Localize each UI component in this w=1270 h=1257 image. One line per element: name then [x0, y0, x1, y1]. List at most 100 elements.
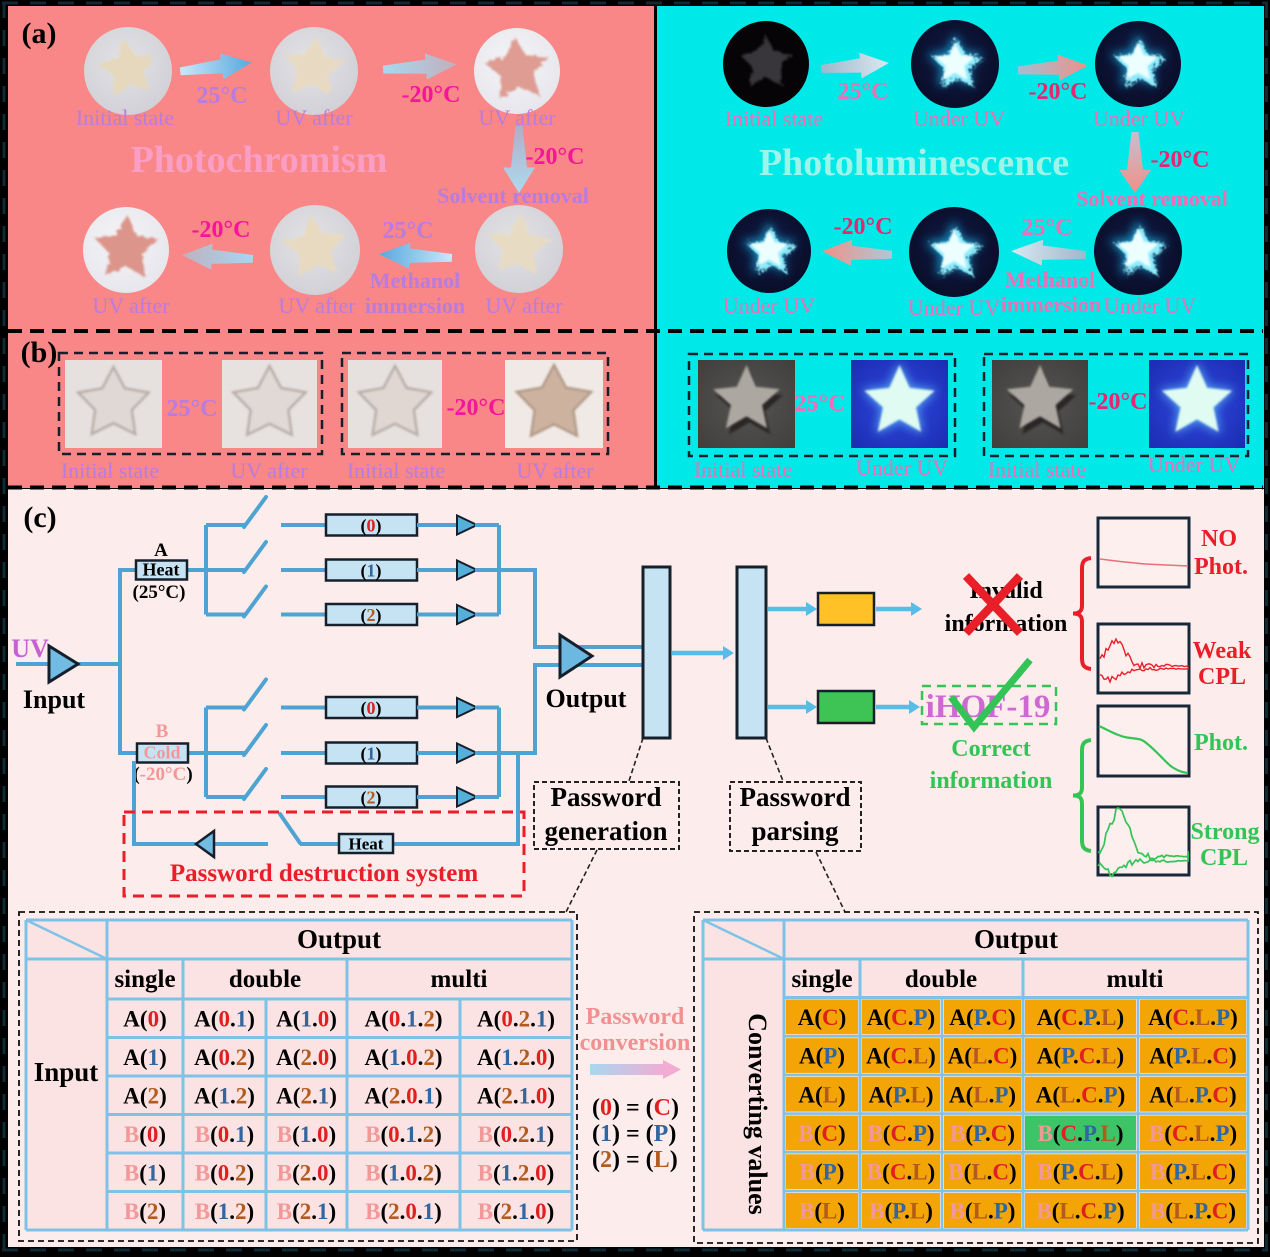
svg-text:A(L): A(L)	[798, 1082, 845, 1107]
svg-text:A(C.L): A(C.L)	[866, 1044, 936, 1069]
svg-text:(0): (0)	[361, 516, 382, 537]
svg-text:A(0.2.1): A(0.2.1)	[477, 1006, 555, 1031]
svg-text:A(P.L): A(P.L)	[868, 1082, 933, 1107]
svg-text:B(0.2.1): B(0.2.1)	[478, 1122, 555, 1147]
svg-text:(0): (0)	[361, 698, 382, 719]
svg-text:B(1.2.0): B(1.2.0)	[478, 1160, 555, 1185]
svg-text:B(2.0.1): B(2.0.1)	[365, 1199, 442, 1224]
svg-text:multi: multi	[431, 966, 488, 993]
svg-text:B(L): B(L)	[799, 1199, 845, 1224]
svg-text:Phot.: Phot.	[1194, 730, 1248, 756]
svg-text:-20°C: -20°C	[834, 214, 893, 240]
svg-text:UV after: UV after	[278, 293, 356, 318]
svg-text:Under UV: Under UV	[1093, 106, 1185, 131]
svg-text:Heat: Heat	[143, 560, 180, 580]
svg-text:A(L.P): A(L.P)	[949, 1082, 1016, 1107]
svg-text:(0) = (C): (0) = (C)	[592, 1095, 679, 1121]
svg-text:B(2.1.0): B(2.1.0)	[478, 1199, 555, 1224]
svg-text:Cold: Cold	[143, 743, 180, 763]
svg-text:parsing: parsing	[751, 816, 839, 846]
svg-text:-20°C: -20°C	[1089, 389, 1148, 415]
svg-text:A(C): A(C)	[798, 1005, 847, 1030]
svg-text:A(P.L.C): A(P.L.C)	[1149, 1044, 1236, 1069]
svg-text:A(C.L.P): A(C.L.P)	[1148, 1005, 1238, 1030]
svg-text:A(2.1): A(2.1)	[276, 1083, 337, 1108]
svg-text:Phot.: Phot.	[1194, 554, 1248, 580]
svg-text:UV after: UV after	[275, 105, 353, 130]
svg-text:A(C.P): A(C.P)	[867, 1005, 935, 1030]
svg-text:A(P): A(P)	[799, 1044, 845, 1069]
svg-text:B(L.C): B(L.C)	[948, 1160, 1016, 1185]
svg-text:UV after: UV after	[478, 105, 556, 130]
svg-text:B(C.L.P): B(C.L.P)	[1149, 1121, 1237, 1146]
svg-text:Password: Password	[550, 782, 661, 812]
svg-text:Under UV: Under UV	[856, 455, 948, 480]
svg-text:(b): (b)	[21, 336, 58, 369]
svg-text:B(0.1): B(0.1)	[195, 1122, 254, 1147]
svg-text:A(0.1.2): A(0.1.2)	[365, 1006, 443, 1031]
svg-text:25°C: 25°C	[838, 79, 889, 105]
svg-text:A(2): A(2)	[123, 1083, 166, 1108]
svg-text:Photoluminescence: Photoluminescence	[759, 142, 1069, 184]
svg-text:UV after: UV after	[485, 293, 563, 318]
svg-text:-20°C: -20°C	[447, 395, 506, 421]
svg-text:A(0): A(0)	[123, 1006, 166, 1031]
svg-text:-20°C: -20°C	[1029, 79, 1088, 105]
svg-text:CPL: CPL	[1198, 664, 1246, 690]
svg-text:(a): (a)	[22, 17, 57, 50]
svg-text:B(L.C.P): B(L.C.P)	[1036, 1199, 1124, 1224]
svg-text:A(P.C.L): A(P.C.L)	[1037, 1044, 1124, 1069]
svg-text:Output: Output	[297, 924, 381, 954]
svg-text:-20°C: -20°C	[192, 217, 251, 243]
svg-text:Output: Output	[974, 924, 1058, 954]
svg-text:B(L.P.C): B(L.P.C)	[1150, 1199, 1236, 1224]
svg-text:Heat: Heat	[349, 835, 384, 854]
svg-text:immersion: immersion	[1001, 292, 1101, 317]
svg-text:A(1.2): A(1.2)	[194, 1083, 255, 1108]
svg-text:Methanol: Methanol	[1005, 267, 1095, 292]
svg-text:A: A	[154, 540, 168, 561]
svg-text:UV after: UV after	[230, 458, 308, 483]
svg-text:double: double	[229, 966, 301, 993]
svg-text:Strong: Strong	[1191, 819, 1260, 845]
svg-text:B(P.L.C): B(P.L.C)	[1150, 1160, 1236, 1185]
svg-text:B(1.0.2): B(1.0.2)	[365, 1160, 442, 1185]
svg-text:A(L.C.P): A(L.C.P)	[1036, 1082, 1126, 1107]
svg-text:Input: Input	[34, 1057, 99, 1087]
svg-text:25°C: 25°C	[197, 83, 248, 109]
svg-text:Weak: Weak	[1193, 638, 1252, 664]
svg-text:B(C.P.L): B(C.P.L)	[1037, 1121, 1123, 1146]
svg-text:double: double	[905, 966, 977, 993]
svg-text:B(L.P): B(L.P)	[950, 1199, 1016, 1224]
svg-text:Initial state: Initial state	[76, 105, 174, 130]
svg-text:B(0.1.2): B(0.1.2)	[365, 1122, 442, 1147]
svg-text:Correct: Correct	[951, 736, 1031, 762]
svg-text:-20°C: -20°C	[402, 82, 461, 108]
svg-text:B(C): B(C)	[798, 1121, 845, 1146]
svg-text:generation: generation	[545, 816, 668, 846]
svg-text:A(C.P.L): A(C.P.L)	[1037, 1005, 1124, 1030]
svg-text:Under UV: Under UV	[913, 106, 1005, 131]
svg-text:B(P.C.L): B(P.C.L)	[1037, 1160, 1123, 1185]
svg-text:Password: Password	[586, 1004, 685, 1030]
svg-text:NO: NO	[1201, 526, 1237, 552]
svg-text:Converting values: Converting values	[743, 1013, 772, 1215]
svg-text:Initial state: Initial state	[694, 457, 792, 482]
svg-text:(-20°C): (-20°C)	[133, 764, 192, 785]
svg-text:A(P.C): A(P.C)	[949, 1005, 1015, 1030]
svg-text:A(1.0): A(1.0)	[276, 1006, 337, 1031]
svg-text:Under UV: Under UV	[723, 293, 815, 318]
svg-text:B(0): B(0)	[124, 1122, 166, 1147]
svg-text:Methanol: Methanol	[370, 268, 460, 293]
svg-text:-20°C: -20°C	[526, 144, 585, 170]
svg-text:A(L.C): A(L.C)	[948, 1044, 1018, 1069]
svg-text:B(C.P): B(C.P)	[867, 1121, 934, 1146]
svg-text:single: single	[114, 966, 175, 993]
svg-text:25°C: 25°C	[383, 218, 434, 244]
svg-text:Solvent removal: Solvent removal	[1076, 186, 1228, 211]
svg-text:A(1.2.0): A(1.2.0)	[477, 1045, 555, 1070]
svg-text:B(P.C): B(P.C)	[950, 1121, 1015, 1146]
svg-text:A(1): A(1)	[123, 1045, 166, 1070]
svg-text:B(1.0): B(1.0)	[277, 1122, 336, 1147]
svg-text:Photochromism: Photochromism	[131, 139, 388, 181]
